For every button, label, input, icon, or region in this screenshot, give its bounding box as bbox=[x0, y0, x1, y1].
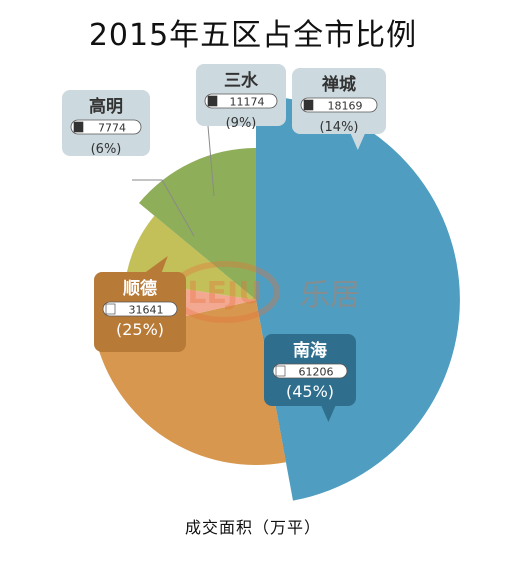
slice-percent-gaoming: (6%) bbox=[91, 142, 122, 157]
leader-line-sanshui bbox=[207, 125, 215, 197]
slice-name-shunde: 顺德 bbox=[123, 278, 157, 299]
label-tail-shunde bbox=[145, 256, 168, 272]
slice-value-chancheng: 18169 bbox=[328, 100, 363, 113]
watermark-logo-text: LEJU bbox=[187, 276, 262, 311]
value-marker-gaoming bbox=[73, 121, 84, 133]
label-tail-nanhai bbox=[321, 406, 336, 422]
value-pill-gaoming bbox=[70, 119, 142, 135]
slice-value-gaoming: 7774 bbox=[98, 122, 126, 135]
value-pill-sanshui bbox=[204, 93, 278, 109]
label-tail-chancheng bbox=[350, 134, 365, 150]
label-sanshui: 三水 11174 (9%) bbox=[196, 64, 286, 131]
label-chancheng: 禅城 18169 (14%) bbox=[292, 68, 386, 150]
slice-name-gaoming: 高明 bbox=[89, 96, 123, 117]
slice-name-nanhai: 南海 bbox=[293, 340, 327, 361]
chart-caption: 成交面积（万平） bbox=[184, 518, 321, 537]
value-pill-shunde bbox=[102, 301, 178, 317]
value-pill-chancheng bbox=[300, 97, 378, 113]
watermark-brand-text: 乐居 bbox=[300, 278, 360, 313]
slice-value-shunde: 31641 bbox=[129, 304, 164, 317]
value-pill-nanhai bbox=[272, 363, 348, 379]
slice-percent-sanshui: (9%) bbox=[226, 116, 257, 131]
label-shunde: 顺德 31641 (25%) bbox=[94, 256, 186, 352]
slice-percent-nanhai: (45%) bbox=[286, 382, 334, 401]
label-leader-lines bbox=[132, 125, 215, 237]
value-marker-shunde bbox=[105, 303, 116, 315]
label-nanhai: 南海 61206 (45%) bbox=[264, 334, 356, 422]
leader-line-gaoming bbox=[132, 179, 195, 237]
slice-percent-shunde: (25%) bbox=[116, 320, 164, 339]
slice-percent-chancheng: (14%) bbox=[319, 120, 358, 135]
slice-name-sanshui: 三水 bbox=[224, 70, 259, 91]
value-marker-sanshui bbox=[207, 95, 218, 107]
chart-title: 2015年五区占全市比例 bbox=[88, 18, 418, 53]
slice-labels: 南海 61206 (45%) 顺德 31641 (25%) 高明 7774 (6%) 三水 1117… bbox=[62, 64, 386, 422]
slice-value-sanshui: 11174 bbox=[230, 96, 265, 109]
slice-value-nanhai: 61206 bbox=[299, 366, 334, 379]
value-marker-nanhai bbox=[275, 365, 286, 377]
slice-chancheng bbox=[139, 148, 256, 300]
label-gaoming: 高明 7774 (6%) bbox=[62, 90, 150, 157]
value-marker-chancheng bbox=[303, 99, 314, 111]
slice-name-chancheng: 禅城 bbox=[321, 74, 356, 95]
slice-gaoming bbox=[165, 286, 256, 320]
